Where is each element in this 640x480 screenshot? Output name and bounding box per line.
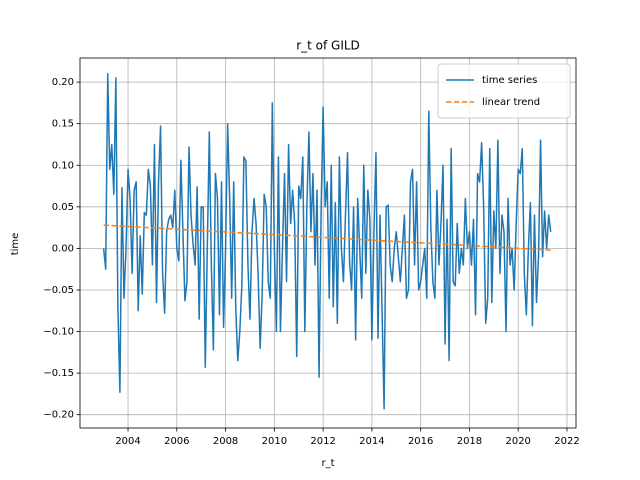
x-tick-label: 2016 bbox=[408, 436, 433, 447]
y-tick-label: 0.15 bbox=[52, 119, 74, 130]
y-tick-label: 0.05 bbox=[52, 202, 74, 213]
x-tick-label: 2008 bbox=[213, 436, 238, 447]
x-tick-label: 2004 bbox=[115, 436, 140, 447]
x-tick-label: 2014 bbox=[359, 436, 384, 447]
y-axis-label: time bbox=[10, 233, 21, 256]
legend: time series linear trend bbox=[437, 63, 571, 119]
y-tick-label: 0.10 bbox=[52, 160, 74, 171]
y-tick-label: −0.20 bbox=[43, 410, 74, 421]
x-tick-label: 2018 bbox=[457, 436, 482, 447]
legend-label: linear trend bbox=[482, 97, 540, 108]
y-tick-label: −0.15 bbox=[43, 368, 74, 379]
y-tick-label: 0.20 bbox=[52, 77, 74, 88]
data-line bbox=[103, 224, 551, 251]
y-tick-label: 0.00 bbox=[52, 243, 74, 254]
y-tick-label: −0.10 bbox=[43, 327, 74, 338]
x-tick-label: 2020 bbox=[505, 436, 530, 447]
x-tick-label: 2010 bbox=[262, 436, 287, 447]
legend-label: time series bbox=[482, 75, 537, 86]
y-tick-label: −0.05 bbox=[43, 285, 74, 296]
legend-box bbox=[437, 63, 571, 119]
chart-title: r_t of GILD bbox=[296, 39, 360, 53]
plot-frame bbox=[79, 57, 577, 429]
x-axis-label: r_t bbox=[321, 458, 334, 469]
x-tick-label: 2022 bbox=[554, 436, 579, 447]
x-tick-label: 2006 bbox=[164, 436, 189, 447]
x-tick-label: 2012 bbox=[310, 436, 335, 447]
data-line bbox=[102, 73, 552, 410]
